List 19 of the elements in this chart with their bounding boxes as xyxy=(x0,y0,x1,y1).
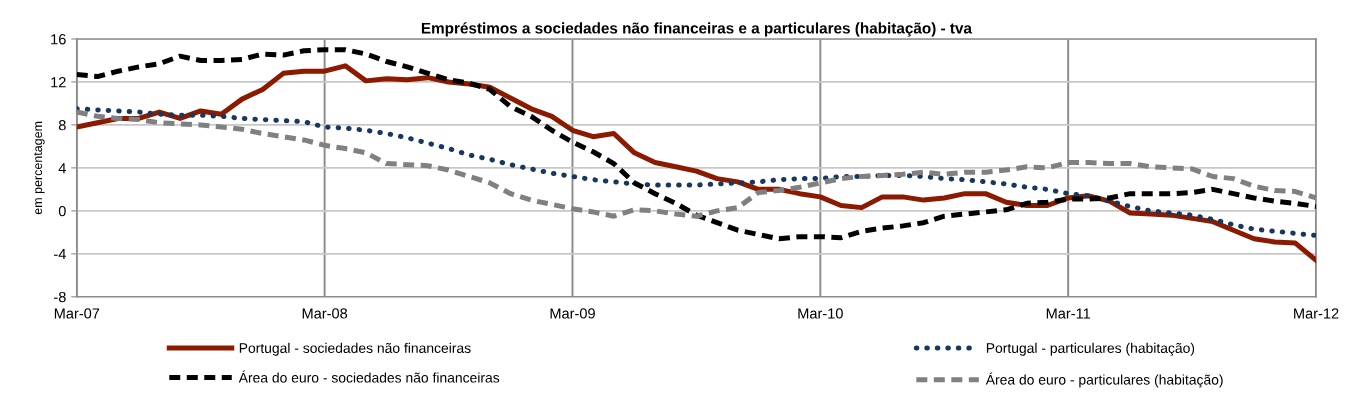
x-tick-label: Mar-10 xyxy=(798,308,843,319)
x-tick-label: Mar-12 xyxy=(1294,308,1339,319)
y-tick-label: 8 xyxy=(58,120,66,131)
y-axis-title: em percentagem xyxy=(33,121,45,215)
x-tick-label: Mar-09 xyxy=(550,308,595,319)
legend-label: Área do euro - particulares (habitação) xyxy=(985,372,1223,388)
legend-label: Portugal - particulares (habitação) xyxy=(986,342,1195,356)
x-tick-label: Mar-08 xyxy=(302,308,348,319)
chart-title: Empréstimos a sociedades não financeiras e a particulares (habitação) - tva xyxy=(421,22,973,37)
y-tick-label: 0 xyxy=(58,205,66,217)
y-tick-label: -4 xyxy=(54,249,66,260)
y-tick-label: -8 xyxy=(54,291,66,303)
y-tick-label: 4 xyxy=(58,163,66,174)
y-tick-label: 12 xyxy=(51,77,66,88)
legend-label: Portugal - sociedades não financeiras xyxy=(239,342,471,356)
x-tick-label: Mar-07 xyxy=(54,308,100,319)
legend-label: Área do euro - sociedades não financeiras xyxy=(238,370,500,383)
x-tick-label: Mar-11 xyxy=(1046,308,1091,319)
y-tick-label: 16 xyxy=(51,34,66,45)
